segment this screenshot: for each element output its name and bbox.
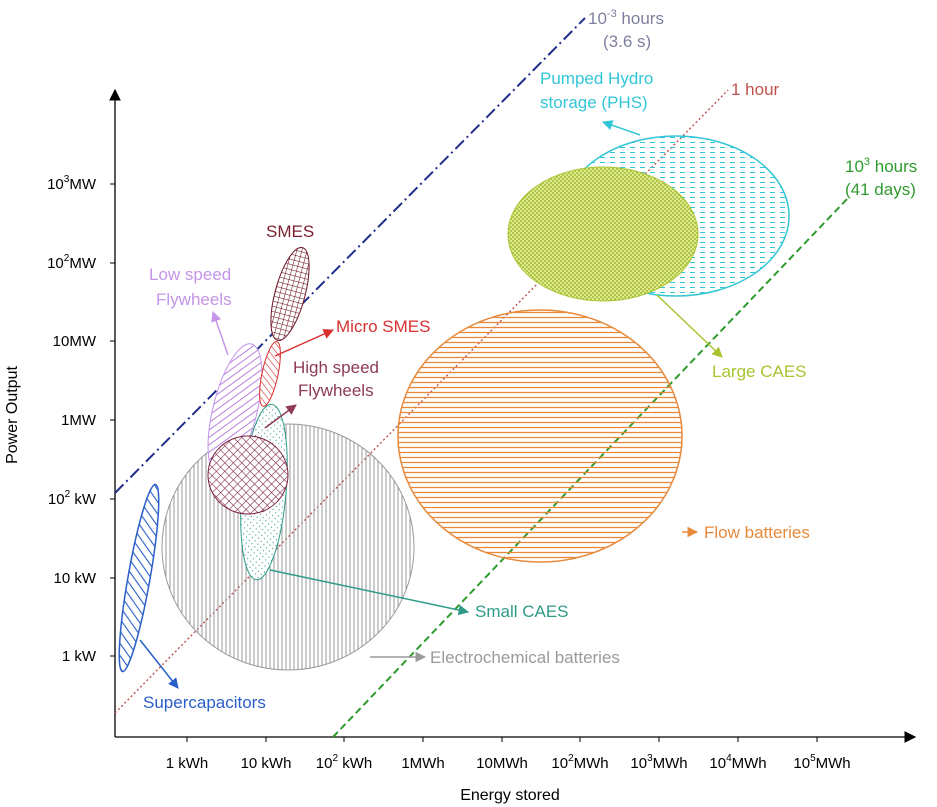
label-1e3-hours: 103 hours [845,156,917,176]
arrow-phs [602,120,641,136]
x-tick-label: 10 kWh [241,755,292,772]
x-tick-label: 1 kWh [166,755,209,772]
label-smes: SMES [266,222,314,241]
x-tick-label: 102 kWh [316,753,372,772]
x-tick-label: 105MWh [793,753,850,772]
y-tick-label: 102MW [47,253,97,272]
label-41-days: (41 days) [845,180,916,199]
label-high-speed-line2: Flywheels [298,381,374,400]
label-1-hour: 1 hour [731,80,780,99]
time-line-1e3-hours [332,197,849,738]
region-micro-smes [259,341,281,407]
region-large-caes [507,166,699,302]
y-tick-label: 10MW [53,333,97,350]
y-tick-label: 103MW [47,174,97,193]
y-tick-label: 102 kW [48,489,97,508]
label-1e-3-hours: 10-3 hours [588,8,664,28]
x-tick-label: 1MWh [401,755,444,772]
label-3-6-s: (3.6 s) [603,32,651,51]
arrow-small-caes [269,569,470,616]
label-high-speed-line1: High speed [293,358,379,377]
y-tick-label: 1 kW [62,648,97,665]
label-phs-line2: storage (PHS) [540,93,648,112]
region-electrochemical-batteries [161,423,415,671]
x-tick-label: 104MWh [709,753,766,772]
label-low-speed-line2: Flywheels [156,290,232,309]
x-tick-label: 103MWh [630,753,687,772]
x-tick-label: 102MWh [551,753,608,772]
x-tick-label: 10MWh [476,755,528,772]
label-large-caes: Large CAES [712,362,807,381]
x-axis-title: Energy stored [460,787,560,804]
region-supercapacitors [118,483,160,673]
region-high-speed-flywheels [207,435,289,515]
y-axis-title: Power Output [4,366,21,464]
y-tick-label: 1MW [61,412,97,429]
arrow-supercapacitors [139,639,179,689]
label-electrochemical-batteries: Electrochemical batteries [430,648,620,667]
y-tick-label: 10 kW [53,570,96,587]
label-supercapacitors: Supercapacitors [143,693,266,712]
label-low-speed-line1: Low speed [149,265,231,284]
arrow-large-caes [656,294,723,358]
label-phs-line1: Pumped Hydro [540,69,653,88]
label-micro-smes: Micro SMES [336,317,430,336]
label-small-caes: Small CAES [475,602,569,621]
arrow-micro-smes [274,329,334,357]
arrow-high-speed-flywheels [264,404,297,429]
arrow-low-speed-flywheels [211,311,229,356]
y-tick-marks [110,183,115,657]
region-flow-batteries [397,309,683,563]
x-tick-marks [186,737,818,742]
time-line-1e-3-hours [114,17,586,494]
label-flow-batteries: Flow batteries [704,523,810,542]
region-smes [270,246,310,342]
